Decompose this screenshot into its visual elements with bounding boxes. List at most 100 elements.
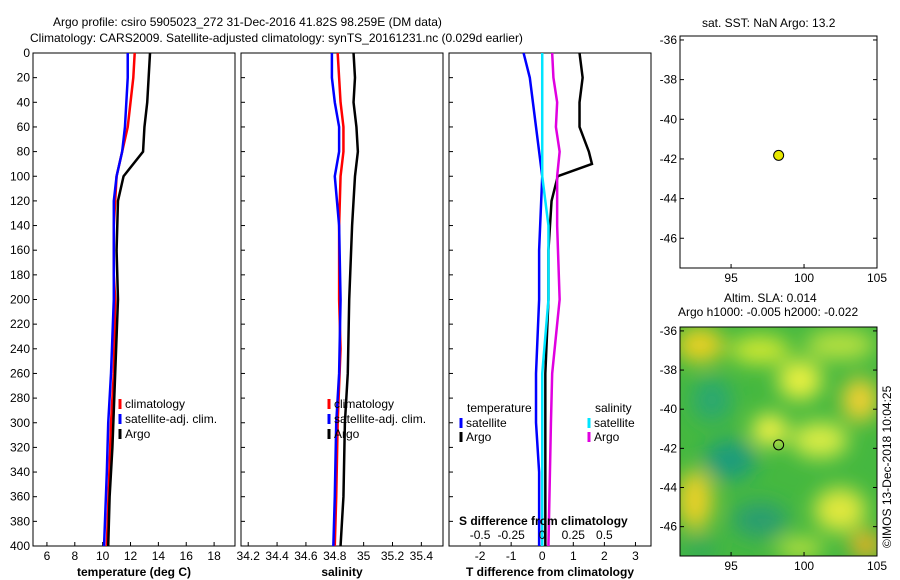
x-tick-label: 105 [867,559,887,573]
secondary-axis-title: S difference from climatology [459,514,628,528]
x-tick-label: 34.2 [237,549,261,563]
sla-title-1: Altim. SLA: 0.014 [724,291,817,305]
x-tick-label: 105 [867,271,887,285]
y-tick-label: 40 [17,95,31,109]
legend-label: Argo [466,430,492,444]
y-tick-label: -36 [660,33,678,47]
y-tick-label: -46 [660,520,678,534]
y-tick-label: 260 [10,366,30,380]
series-line-2 [106,52,152,547]
y-tick-label: 280 [10,391,30,405]
x-tick-label: 10 [96,549,110,563]
y-tick-label: 220 [10,317,30,331]
x-tick-label: 100 [794,271,814,285]
sst-map: -36 -38 -40 -42 -44 -46 95 100 105 [660,33,888,285]
x-tick-label: 35.4 [410,549,434,563]
y-tick-label: 400 [10,539,30,553]
x-axis-label: T difference from climatology [466,565,634,579]
y-tick-label: -42 [660,152,678,166]
temperature-panel: 0 20 40 60 80 100 120 140 160 180 200 220 240 260 280 3… [10,46,236,579]
legend-label: satellite-adj. clim. [334,412,426,426]
salinity-panel: 34.2 34.4 34.6 34.8 35 35.2 35.4 salinity climat… [237,52,444,579]
legend-label: climatology [334,397,394,411]
y-tick-label: 20 [17,71,31,85]
y-tick-label: -44 [660,192,678,206]
plot-frame [240,52,444,547]
legend-label: climatology [125,397,185,411]
y-tick-label: 120 [10,194,30,208]
y-tick-label: -40 [660,112,678,126]
secondary-x-tick-label: 0.5 [596,528,613,542]
y-tick-label: 320 [10,440,30,454]
x-axis-label: salinity [321,565,363,579]
argo-position-marker [773,439,785,451]
series-line-0 [522,52,544,546]
y-tick-label: 200 [10,293,30,307]
y-tick-label: 180 [10,268,30,282]
secondary-x-tick-label: -0.25 [497,528,525,542]
y-tick-label: 0 [23,46,30,60]
legend-label: Argo [594,430,620,444]
x-tick-label: 35.2 [381,549,405,563]
sst-title: sat. SST: NaN Argo: 13.2 [702,16,836,30]
series-line-2 [339,52,360,547]
series-line-1 [544,52,594,546]
x-tick-label: 95 [724,271,738,285]
x-tick-label: 14 [152,549,166,563]
plot-frame [32,52,236,547]
x-tick-label: 0 [539,549,546,563]
x-tick-label: 16 [180,549,194,563]
x-tick-label: 18 [207,549,221,563]
x-tick-label: 2 [601,549,608,563]
legend-title-temperature: temperature [467,401,532,415]
series-line-1 [102,53,129,547]
y-tick-label: 360 [10,490,30,504]
y-tick-label: -44 [660,480,678,494]
x-tick-label: 12 [124,549,138,563]
y-tick-label: 140 [10,219,30,233]
difference-panel: -2 -1 0 1 2 3 T difference from climatology tem… [448,52,652,579]
legend-label: satellite [594,416,635,430]
x-tick-label: 34.6 [294,549,318,563]
x-tick-label: 6 [44,549,51,563]
x-tick-label: -2 [475,549,486,563]
legend-label: satellite-adj. clim. [125,412,217,426]
sla-map: -36 -38 -40 -42 -44 -46 95 100 105 [660,324,888,573]
sla-title-2: Argo h1000: -0.005 h2000: -0.022 [678,305,858,319]
legend-label: satellite [466,416,507,430]
legend-title-salinity: salinity [595,401,632,415]
y-tick-label: -46 [660,231,678,245]
x-tick-label: 95 [724,559,738,573]
secondary-x-tick-label: 0 [539,528,546,542]
y-tick-label: 300 [10,416,30,430]
y-tick-label: 80 [17,145,31,159]
map-frame [679,35,878,269]
y-tick-label: 160 [10,243,30,257]
y-tick-label: -42 [660,441,678,455]
y-tick-label: 240 [10,342,30,356]
secondary-x-tick-label: -0.5 [470,528,491,542]
watermark: ©IMOS 13-Dec-2018 10:04:25 [880,385,894,548]
x-tick-label: 34.4 [265,549,289,563]
y-tick-label: -40 [660,402,678,416]
x-tick-label: 3 [632,549,639,563]
y-tick-label: 100 [10,169,30,183]
y-tick-label: -36 [660,324,678,338]
y-tick-label: -38 [660,363,678,377]
x-tick-label: 35 [357,549,371,563]
y-tick-label: 340 [10,465,30,479]
series-line-2 [540,53,550,546]
y-tick-label: 380 [10,514,30,528]
x-tick-label: 8 [71,549,78,563]
x-tick-label: -1 [506,549,517,563]
x-tick-label: 34.8 [323,549,347,563]
secondary-x-tick-label: 0.25 [562,528,586,542]
x-axis-label: temperature (deg C) [77,565,191,579]
legend-label: Argo [125,427,151,441]
series-line-0 [333,52,345,547]
legend-label: Argo [334,427,360,441]
series-line-1 [330,53,342,547]
x-tick-label: 1 [570,549,577,563]
title-line-2: Climatology: CARS2009. Satellite-adjuste… [30,31,523,45]
title-line-1: Argo profile: csiro 5905023_272 31-Dec-2… [53,15,442,29]
